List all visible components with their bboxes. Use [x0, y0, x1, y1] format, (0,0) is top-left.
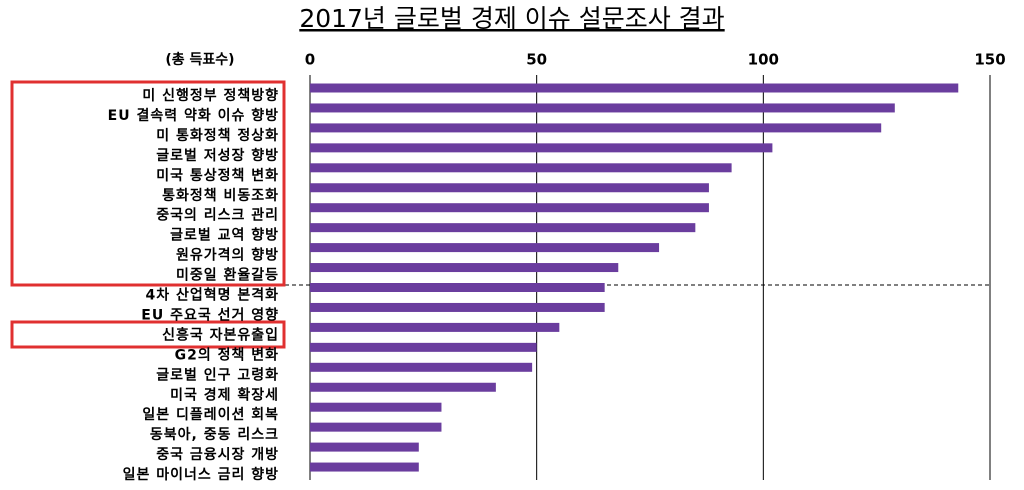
category-label: EU 결속력 약화 이슈 향방 — [108, 107, 279, 124]
bar — [310, 442, 419, 452]
bar — [310, 183, 709, 193]
category-label: 동북아, 중동 리스크 — [150, 426, 279, 443]
category-label: 미중일 환율갈등 — [176, 267, 279, 284]
highlight-box — [10, 320, 286, 349]
category-label: G2의 정책 변화 — [175, 346, 279, 363]
category-label: 4차 산업혁명 본격화 — [145, 287, 279, 304]
x-tick-label: 0 — [305, 51, 315, 69]
x-tick-label: 50 — [526, 51, 547, 69]
category-label: 중국 금융시장 개방 — [156, 446, 279, 463]
category-label: 미국 경제 확장세 — [170, 386, 279, 403]
bar — [310, 263, 619, 273]
bar — [310, 302, 605, 312]
axis-label: (총 득표수) — [165, 52, 234, 68]
category-label: 글로벌 교역 향방 — [170, 227, 279, 244]
chart-title: 2017년 글로벌 경제 이슈 설문조사 결과 — [299, 4, 724, 33]
bar — [310, 322, 560, 332]
category-label: 중국의 리스크 관리 — [156, 207, 279, 224]
bar — [310, 243, 660, 253]
bar — [310, 143, 773, 153]
bar — [310, 103, 895, 113]
bar — [310, 223, 696, 233]
category-label: 글로벌 저성장 향방 — [156, 147, 279, 164]
bar — [310, 382, 496, 392]
highlight-box — [10, 80, 286, 287]
bar — [310, 342, 537, 352]
bar — [310, 83, 959, 93]
bar — [310, 362, 533, 372]
bar — [310, 402, 442, 412]
bar — [310, 163, 732, 173]
category-label: 원유가격의 향방 — [176, 247, 279, 264]
bar — [310, 462, 419, 472]
bar — [310, 283, 605, 292]
category-label: 통화정책 비동조화 — [162, 187, 279, 204]
x-tick-label: 150 — [974, 51, 1005, 69]
category-label: 미국 통상정책 변화 — [156, 167, 279, 184]
category-label: EU 주요국 선거 영향 — [141, 306, 279, 323]
category-label: 글로벌 인구 고령화 — [156, 366, 279, 383]
category-label: 일본 디플레이션 회복 — [142, 406, 279, 423]
category-label: 신흥국 자본유출입 — [162, 326, 279, 343]
bar — [310, 422, 442, 432]
x-tick-label: 100 — [748, 51, 779, 69]
category-label: 미 신행정부 정책방향 — [142, 87, 279, 104]
bar — [310, 123, 882, 133]
bar — [310, 203, 709, 213]
category-label: 일본 마이너스 금리 향방 — [123, 466, 279, 483]
category-label: 미 통화정책 정상화 — [156, 127, 279, 144]
